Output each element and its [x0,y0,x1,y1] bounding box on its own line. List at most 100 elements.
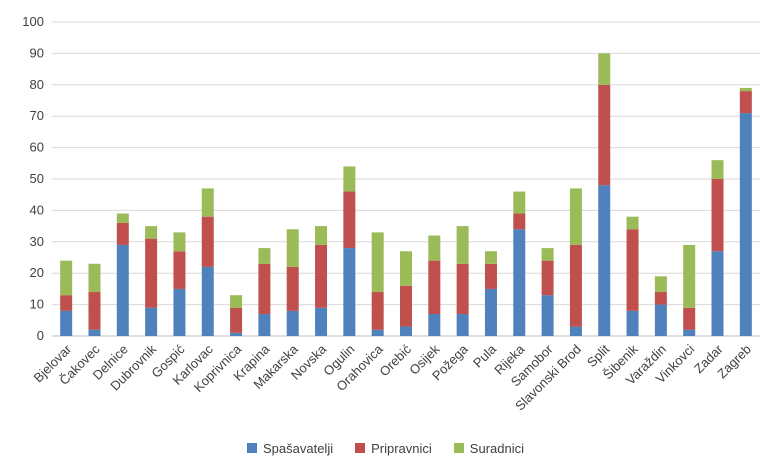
bar-segment [456,263,469,315]
y-tick-label: 90 [30,45,44,60]
bar-segment [116,244,129,336]
bar-segment [201,188,214,217]
bar-segment [569,326,582,336]
bar-segment [569,188,582,245]
bar-segment [173,251,186,289]
legend: Spašavatelji Pripravnici Suradnici [0,439,771,457]
y-tick-label: 60 [30,140,44,155]
bar-segment [484,251,497,264]
bar-segment [428,314,441,336]
bar-segment [541,260,554,296]
bar-segment [201,216,214,267]
bar-segment [88,329,101,336]
bar-segment [711,251,724,336]
bar-segment [739,91,752,114]
bar-segment [201,266,214,336]
stacked-bar-chart: 0 10 20 30 40 50 60 70 80 90 100 BjelovarČakovecDe… [22,14,760,413]
bar-segment [230,307,243,333]
bar-segment [513,213,526,230]
bar-segment [513,229,526,336]
bar-segment [598,84,611,186]
bar-segment [60,260,73,296]
bar-segment [683,244,696,308]
bar-segment [711,179,724,252]
bar-segment [116,213,129,223]
bar-segment [484,288,497,336]
bar-segment [230,295,243,308]
y-tick-label: 40 [30,202,44,217]
legend-label: Suradnici [469,440,524,456]
y-tick-label: 100 [22,14,44,29]
bar-segment [173,288,186,336]
bar-segment [683,307,696,330]
bar-segment [258,263,271,315]
bar-segment [513,191,526,214]
legend-item-suradnici: Suradnici [453,440,524,456]
bar-segment [456,226,469,264]
bar-segment [484,263,497,289]
bar-segment [343,166,356,192]
bar-segment [315,244,328,308]
bar-segment [541,248,554,261]
bar-segment [371,329,384,336]
bar-segment [456,314,469,336]
y-tick-label: 10 [30,297,44,312]
bar-segment [371,292,384,330]
bar-segment [173,232,186,252]
bar-segment [400,251,412,286]
y-tick-label: 0 [37,328,44,343]
y-tick-label: 80 [30,77,44,92]
bar-segment [343,191,356,249]
legend-swatch [355,443,366,453]
legend-label: Pripravnici [371,440,432,456]
bar-segment [230,332,243,336]
y-tick-label: 50 [30,171,44,186]
x-tick-label: Orebić [376,341,414,379]
bar-segment [286,266,299,311]
bar-segment [145,238,158,308]
bar-segment [711,160,724,179]
bar-segment [428,235,441,261]
legend-swatch [247,443,257,453]
legend-swatch [453,443,464,453]
bar-segment [145,307,158,336]
bar-segment [739,113,752,336]
bar-segment [258,314,271,336]
bar-segment [598,53,611,85]
bar-segment [315,226,328,245]
bar-segment [60,295,73,311]
bar-segment [626,216,639,230]
bar-segment [286,310,299,336]
bar-segment [683,329,696,336]
bar-segment [598,185,611,336]
bar-segment [60,310,73,336]
bar-segment [654,304,667,336]
bar-segment [626,229,639,311]
y-tick-label: 70 [30,108,44,123]
bar-segment [145,226,158,239]
bar-segment [88,263,101,293]
bar-segment [286,229,299,267]
gridlines [52,21,760,337]
bar-segment [258,248,271,264]
bar-segment [654,292,667,305]
legend-label: Spašavatelji [263,440,334,456]
y-axis-ticks: 0 10 20 30 40 50 60 70 80 90 100 [22,14,44,343]
bar-segment [626,310,639,336]
bar-segment [315,307,328,336]
bar-segment [371,232,384,293]
bar-segment [541,295,554,336]
legend-item-spasavatelji: Spašavatelji [247,441,333,456]
bar-segment [400,326,412,336]
bar-segment [343,248,356,336]
bar-segment [569,244,582,327]
y-tick-label: 20 [30,265,44,280]
bar-segment [428,260,441,315]
legend-item-pripravnici: Pripravnici [355,441,432,456]
bar-segment [739,87,752,92]
bar-segment [654,276,667,293]
y-tick-label: 30 [30,234,44,249]
bar-segment [400,285,412,327]
bars [60,53,752,336]
bar-segment [116,222,129,245]
